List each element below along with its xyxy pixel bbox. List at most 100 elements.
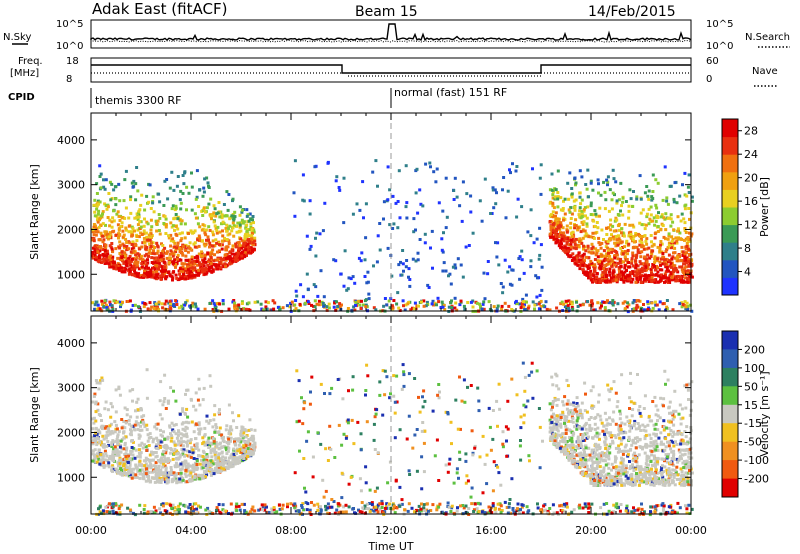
power-cell — [178, 218, 182, 222]
power-cell — [157, 302, 161, 306]
power-cell — [520, 258, 524, 262]
power-cell — [215, 228, 219, 232]
velocity-cell — [618, 409, 622, 413]
cpid-panel: CPID themis 3300 RF normal (fast) 151 RF — [8, 86, 507, 108]
power-cell — [163, 215, 167, 219]
power-cell — [674, 279, 678, 283]
power-cell — [665, 199, 669, 203]
power-cell — [581, 263, 585, 267]
power-cell — [171, 237, 175, 241]
power-cell — [164, 232, 168, 235]
velocity-cell — [191, 463, 195, 467]
velocity-cell — [233, 449, 237, 453]
power-cell — [244, 248, 248, 252]
velocity-cell — [209, 441, 213, 445]
power-cell — [148, 183, 152, 187]
power-cell — [636, 280, 640, 284]
power-cell — [548, 188, 552, 192]
power-cell — [108, 231, 112, 235]
power-cell — [271, 299, 275, 303]
velocity-cell — [154, 473, 158, 477]
power-cell — [638, 174, 642, 178]
power-cell — [93, 198, 97, 202]
power-cell — [644, 223, 648, 227]
power-cell — [504, 216, 508, 220]
power-cell — [580, 209, 584, 213]
beam-title: Beam 15 — [355, 4, 418, 20]
power-cell — [174, 299, 178, 303]
power-cell — [159, 277, 163, 281]
power-cell — [500, 307, 504, 311]
velocity-cell — [252, 443, 256, 447]
velocity-cell — [102, 437, 106, 441]
power-cell — [135, 255, 139, 259]
velocity-cell — [210, 455, 214, 459]
power-cell — [176, 175, 180, 178]
power-cell — [176, 241, 180, 245]
power-cell — [299, 283, 303, 287]
velocity-cell — [242, 454, 246, 458]
power-cell — [391, 227, 395, 230]
freq-tick-bottom: 8 — [66, 74, 72, 85]
power-cell — [293, 308, 297, 312]
power-cell — [589, 269, 593, 273]
power-cell — [623, 255, 627, 259]
power-cell — [179, 239, 183, 243]
power-cell — [645, 185, 649, 188]
velocity-cell — [173, 447, 177, 451]
power-cell — [207, 202, 211, 206]
velocity-cell — [218, 446, 222, 450]
velocity-cell — [163, 397, 167, 400]
velocity-cell — [242, 444, 246, 448]
velocity-cell — [184, 464, 188, 468]
velocity-cell — [166, 446, 170, 450]
power-cell — [412, 217, 416, 221]
power-cell — [264, 305, 268, 309]
velocity-cell — [227, 432, 231, 435]
power-cell — [347, 276, 351, 280]
velocity-cell — [227, 437, 231, 441]
power-cell — [636, 248, 640, 252]
power-cell — [120, 221, 124, 225]
power-cell — [565, 242, 569, 246]
power-cell — [466, 301, 470, 304]
power-cell — [237, 240, 241, 244]
power-cell — [687, 253, 691, 256]
power-cell — [289, 301, 293, 305]
power-cell — [627, 231, 631, 235]
power-cell — [475, 301, 479, 305]
power-cell — [600, 263, 604, 267]
power-cell — [616, 213, 620, 216]
velocity-cell — [169, 439, 173, 443]
power-cell — [104, 178, 108, 182]
velocity-cell — [176, 480, 180, 484]
power-colorbar-segment — [722, 119, 738, 138]
power-cell — [448, 272, 452, 276]
power-cell — [110, 242, 114, 245]
velocity-cell — [184, 468, 188, 472]
power-cell — [664, 279, 668, 283]
power-cell — [567, 308, 571, 312]
power-cell — [683, 252, 687, 256]
power-cell — [619, 241, 623, 245]
power-cell — [456, 257, 460, 261]
freq-tick-top: 18 — [66, 56, 79, 67]
power-cell — [649, 205, 653, 209]
velocity-cell — [191, 465, 195, 469]
velocity-cell — [236, 449, 240, 453]
power-cell — [522, 305, 526, 309]
velocity-cell — [253, 428, 257, 432]
power-cell — [238, 213, 242, 217]
velocity-cell — [122, 464, 125, 468]
velocity-cell — [161, 434, 164, 438]
power-cell — [640, 270, 644, 274]
power-cell — [154, 219, 158, 223]
power-cell — [171, 224, 175, 228]
power-cell — [624, 250, 627, 253]
power-cell — [572, 239, 576, 243]
power-cell — [203, 254, 207, 258]
power-cell — [111, 260, 115, 264]
velocity-cell — [127, 470, 131, 473]
power-cell — [435, 303, 438, 307]
velocity-cell — [117, 430, 121, 434]
